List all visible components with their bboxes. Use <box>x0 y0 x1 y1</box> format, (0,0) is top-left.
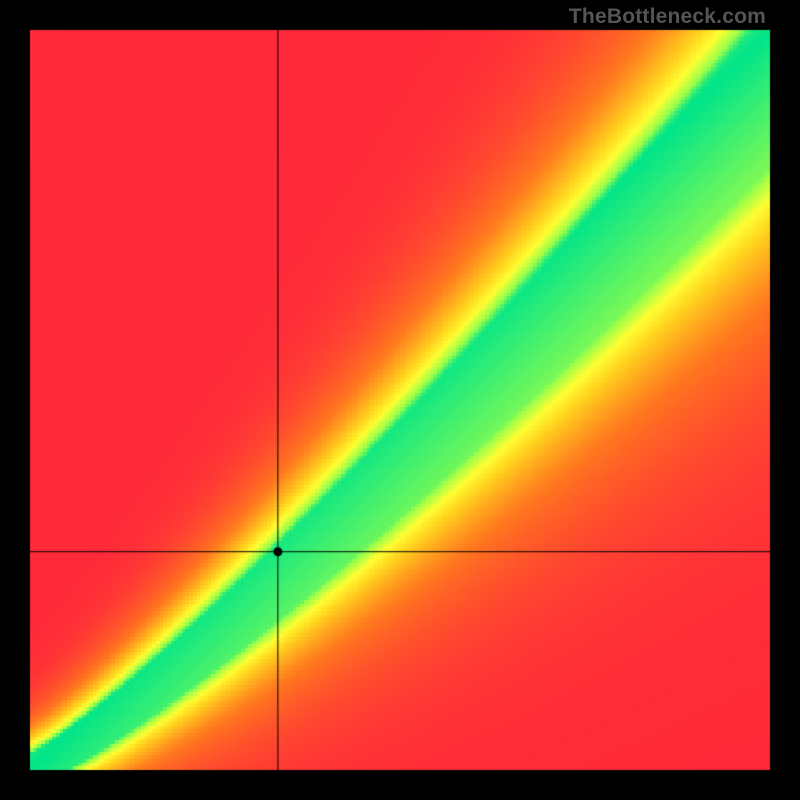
watermark-text: TheBottleneck.com <box>569 5 766 29</box>
bottleneck-heatmap-canvas <box>0 0 800 800</box>
chart-frame: TheBottleneck.com <box>0 0 800 800</box>
